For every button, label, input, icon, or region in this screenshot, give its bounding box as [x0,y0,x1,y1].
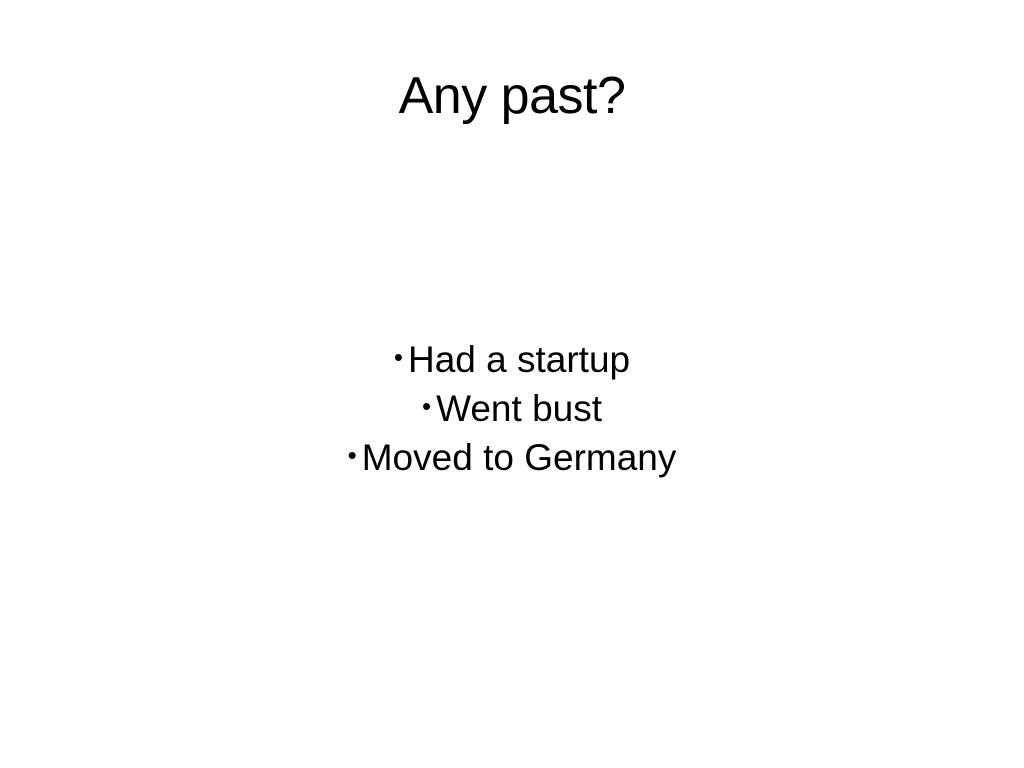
bullet-list: • Had a startup • Went bust • Moved to Germ… [0,334,1024,481]
slide-title: Any past? [398,67,626,125]
bullet-icon: • [347,440,357,470]
bullet-text: Moved to Germany [361,437,677,478]
bullet-text: Went bust [436,388,602,429]
bullet-item: • Moved to Germany [0,432,1024,481]
bullet-item: • Had a startup [0,334,1024,383]
bullet-text: Had a startup [407,339,631,380]
bullet-item: • Went bust [0,383,1024,432]
bullet-icon: • [421,391,432,421]
bullet-icon: • [393,342,403,372]
